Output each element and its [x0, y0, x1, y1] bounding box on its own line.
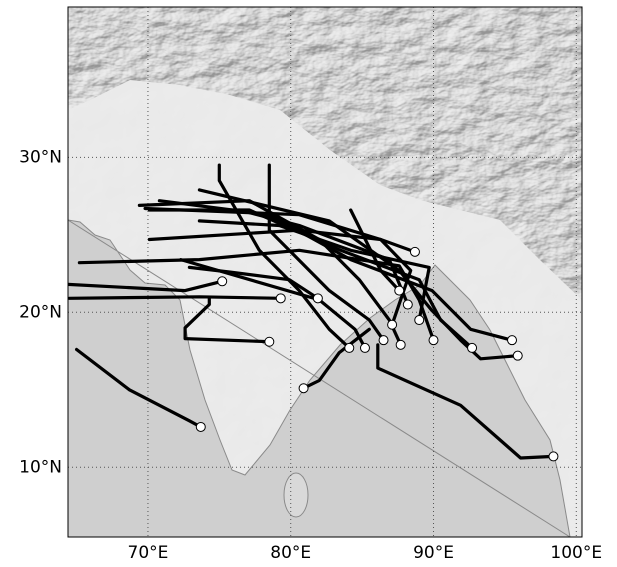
map-figure: 70°E 80°E 90°E 100°E 10°N 20°N 30°N	[0, 0, 617, 567]
genesis-point	[388, 320, 397, 329]
genesis-point	[410, 247, 419, 256]
genesis-point	[403, 300, 412, 309]
genesis-point	[345, 343, 354, 352]
y-tick-label: 20°N	[19, 302, 62, 322]
x-tick-label: 90°E	[413, 543, 454, 563]
genesis-point	[299, 384, 308, 393]
x-tick-label: 80°E	[270, 543, 311, 563]
genesis-point	[218, 277, 227, 286]
y-tick-label: 30°N	[19, 147, 62, 167]
genesis-point	[313, 294, 322, 303]
genesis-point	[396, 340, 405, 349]
genesis-point	[513, 351, 522, 360]
genesis-point	[468, 343, 477, 352]
x-tick-label: 100°E	[550, 543, 602, 563]
storm-track	[69, 297, 280, 299]
genesis-point	[265, 337, 274, 346]
sri-lanka	[284, 473, 308, 517]
genesis-point	[395, 286, 404, 295]
y-tick-label: 10°N	[19, 457, 62, 477]
genesis-point	[196, 422, 205, 431]
genesis-point	[429, 336, 438, 345]
genesis-point	[549, 452, 558, 461]
genesis-point	[379, 336, 388, 345]
genesis-point	[508, 336, 517, 345]
genesis-point	[276, 294, 285, 303]
basemap	[68, 7, 582, 537]
genesis-point	[415, 316, 424, 325]
genesis-point	[360, 343, 369, 352]
x-tick-label: 70°E	[128, 543, 169, 563]
